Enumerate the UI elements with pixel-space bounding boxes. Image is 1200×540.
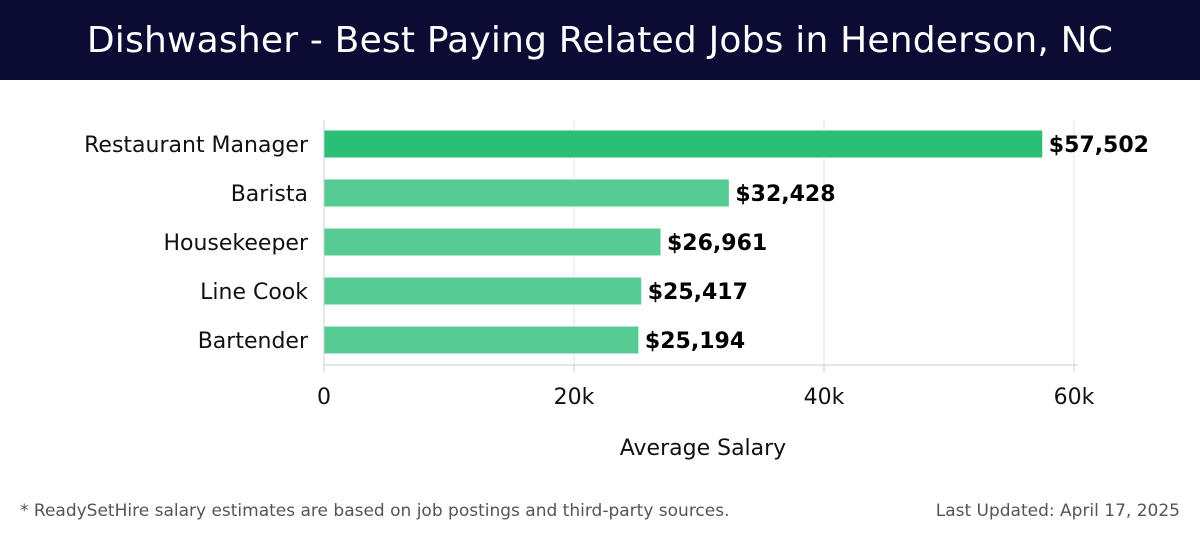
value-label: $25,417 (648, 280, 748, 305)
x-tick-label: 0 (317, 385, 331, 410)
value-label: $32,428 (735, 182, 835, 207)
x-tick-label: 20k (554, 385, 595, 410)
category-label: Barista (231, 182, 308, 207)
bar (323, 325, 640, 355)
category-label: Bartender (198, 329, 309, 354)
bar (323, 276, 643, 306)
value-label: $57,502 (1049, 133, 1149, 158)
chart-header: Dishwasher - Best Paying Related Jobs in… (0, 0, 1200, 80)
bar (323, 129, 1044, 159)
chart-footer: * ReadySetHire salary estimates are base… (0, 496, 1200, 528)
x-axis-title: Average Salary (620, 436, 786, 461)
bar (323, 227, 662, 257)
chart-title: Dishwasher - Best Paying Related Jobs in… (86, 19, 1114, 61)
x-tick-label: 40k (804, 385, 845, 410)
category-label: Restaurant Manager (84, 133, 309, 158)
category-label: Housekeeper (163, 231, 308, 256)
salary-bar-chart: 0 20k 40k 60k Average Salary Restaurant Manag… (84, 120, 1149, 461)
last-updated: Last Updated: April 17, 2025 (935, 501, 1180, 521)
bar (323, 178, 730, 208)
footnote: * ReadySetHire salary estimates are base… (20, 501, 730, 521)
category-label: Line Cook (200, 280, 308, 305)
value-label: $25,194 (645, 329, 745, 354)
x-tick-label: 60k (1054, 385, 1095, 410)
value-label: $26,961 (667, 231, 767, 256)
